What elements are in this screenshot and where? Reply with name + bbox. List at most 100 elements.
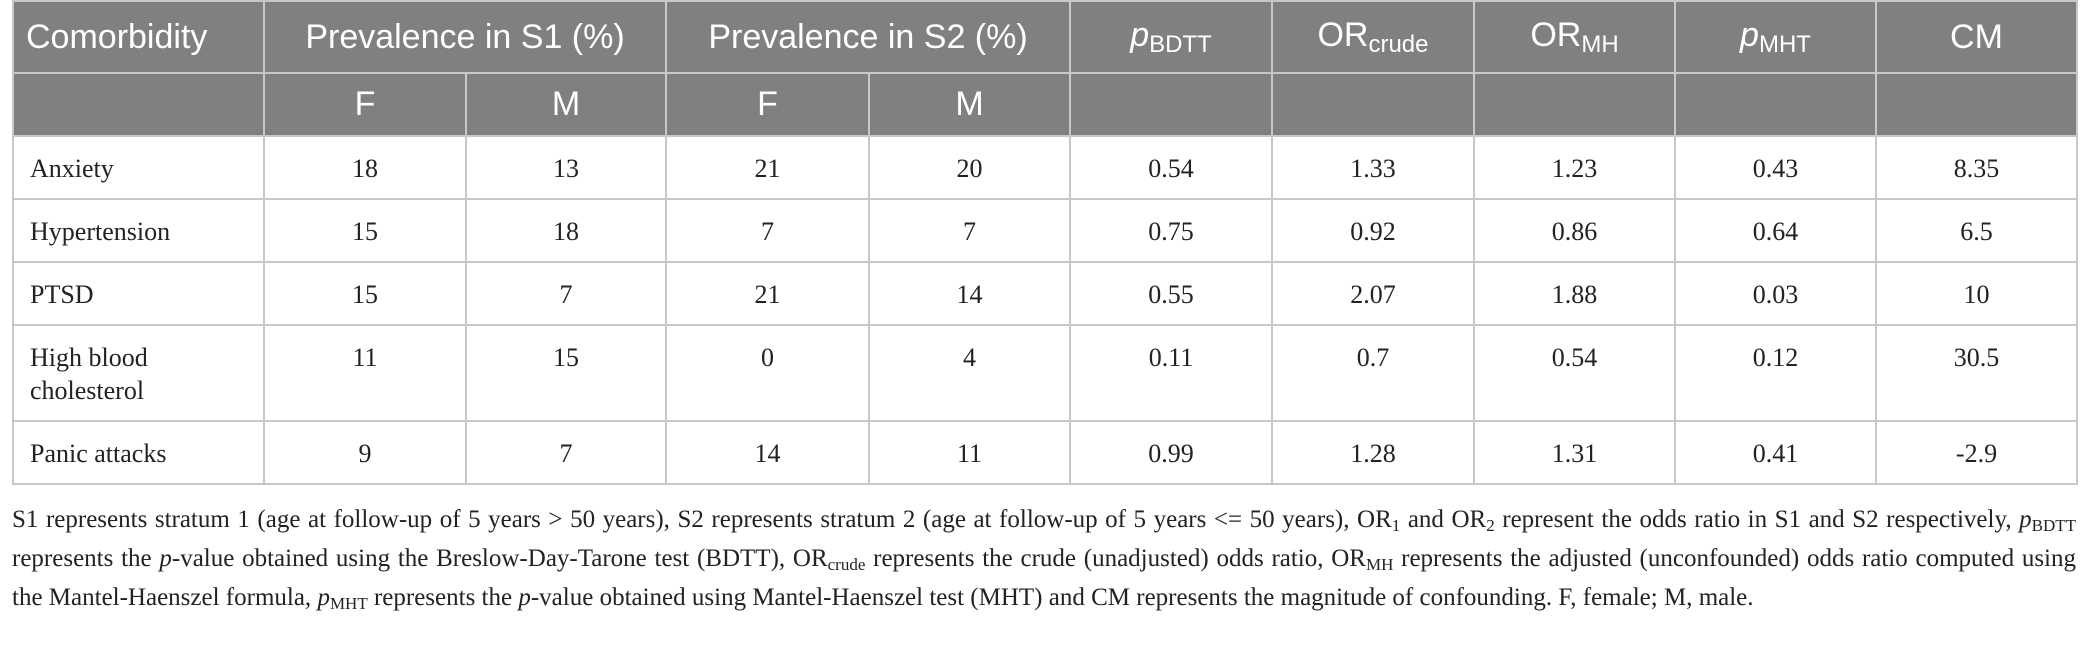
table-cell: 8.35 [1875, 135, 2078, 200]
header-cell: pBDTT [1069, 0, 1273, 74]
footnote-text: BDTT [2031, 516, 2077, 535]
footnote-text: 1 [1391, 516, 1401, 535]
table-cell: 21 [665, 261, 870, 326]
footnote-text: 2 [1486, 516, 1495, 535]
table-cell: 0.99 [1069, 420, 1273, 485]
table-cell: 0.7 [1271, 324, 1475, 422]
table-cell: 13 [465, 135, 667, 200]
footnote-text: p [2019, 506, 2032, 533]
footnote-text: represent the odds ratio in S1 and S2 re… [1494, 506, 2020, 533]
header-text: CM [1950, 17, 2003, 56]
header-cell: ORMH [1473, 0, 1676, 74]
table-cell: 21 [665, 135, 870, 200]
table-cell: 2.07 [1271, 261, 1475, 326]
data-table: Comorbidity Prevalence in S1 (%) Prevale… [12, 0, 2078, 485]
subheader-cell: M [868, 72, 1071, 137]
table-cell: 0.55 [1069, 261, 1273, 326]
table-cell: 18 [263, 135, 467, 200]
header-cell [1674, 72, 1877, 137]
footnote-text: crude [827, 555, 866, 574]
table-cell: 20 [868, 135, 1071, 200]
header-text: p [1740, 15, 1759, 54]
header-text: OR [1317, 15, 1369, 54]
table-cell: 1.23 [1473, 135, 1676, 200]
header-cell: Prevalence in S2 (%) [665, 0, 1071, 74]
footnote-text: -value obtained using Mantel-Haenszel te… [530, 584, 1754, 611]
table-cell: 15 [465, 324, 667, 422]
header-subscript: MH [1581, 30, 1619, 58]
table-cell: 18 [465, 198, 667, 263]
table-cell: 15 [263, 261, 467, 326]
table-cell: 0.75 [1069, 198, 1273, 263]
header-cell: CM [1875, 0, 2078, 74]
table-cell: 0.03 [1674, 261, 1877, 326]
header-cell [1271, 72, 1475, 137]
table-cell: 30.5 [1875, 324, 2078, 422]
table-cell: 0.92 [1271, 198, 1475, 263]
table-cell: 10 [1875, 261, 2078, 326]
table-cell: 0.86 [1473, 198, 1676, 263]
header-text: Comorbidity [26, 17, 208, 56]
header-subscript: crude [1368, 30, 1429, 58]
header-subscript: BDTT [1149, 30, 1212, 58]
table-cell: 1.33 [1271, 135, 1475, 200]
row-label: Anxiety [12, 135, 265, 200]
table-cell: 15 [263, 198, 467, 263]
table-body: Anxiety 18 13 21 20 0.54 1.33 1.23 0.43 8.35 Hyper… [12, 135, 2078, 485]
header-cell [1069, 72, 1273, 137]
footnote-text: S1 represents stratum 1 (age at follow-u… [12, 506, 1392, 533]
header-cell: ORcrude [1271, 0, 1475, 74]
table-cell: 11 [868, 420, 1071, 485]
table-cell: 0.41 [1674, 420, 1877, 485]
table-cell: 0.64 [1674, 198, 1877, 263]
table-cell: 11 [263, 324, 467, 422]
subheader-cell: F [263, 72, 467, 137]
footnote-text: p [159, 545, 172, 572]
subheader-cell: F [665, 72, 870, 137]
table-row: Panic attacks 9 7 14 11 0.99 1.28 1.31 0.41 -2.9 [12, 420, 2078, 485]
footnote-text: represents the [12, 545, 160, 572]
footnote-text: represents the [367, 584, 519, 611]
footnote-text: -value obtained using the Breslow-Day-Ta… [171, 545, 828, 572]
table-cell: 0.54 [1473, 324, 1676, 422]
table-cell: 1.28 [1271, 420, 1475, 485]
header-text: Prevalence in S2 (%) [708, 17, 1028, 56]
table-cell: 6.5 [1875, 198, 2078, 263]
footnote-text: p [518, 584, 531, 611]
row-label: Hypertension [12, 198, 265, 263]
table-cell: 7 [665, 198, 870, 263]
footnote-text: represents the crude (unadjusted) odds r… [865, 545, 1366, 572]
table-cell: 14 [665, 420, 870, 485]
header-cell: Comorbidity [12, 0, 265, 74]
table-row: PTSD 15 7 21 14 0.55 2.07 1.88 0.03 10 [12, 261, 2078, 326]
table-cell: 1.88 [1473, 261, 1676, 326]
footnote: S1 represents stratum 1 (age at follow-u… [12, 500, 2076, 617]
table-cell: 0.12 [1674, 324, 1877, 422]
footnote-text: and OR [1400, 506, 1487, 533]
row-label: High blood cholesterol [12, 324, 265, 422]
header-cell: pMHT [1674, 0, 1877, 74]
header-cell [1875, 72, 2078, 137]
table-row: Hypertension 15 18 7 7 0.75 0.92 0.86 0.64 6.5 [12, 198, 2078, 263]
table-cell: 1.31 [1473, 420, 1676, 485]
table-cell: 0.11 [1069, 324, 1273, 422]
header-text: OR [1530, 15, 1582, 54]
footnote-text: represents the adjusted (unconfounded) o… [12, 545, 2076, 611]
row-label: Panic attacks [12, 420, 265, 485]
table-cell: 0 [665, 324, 870, 422]
table-cell: 9 [263, 420, 467, 485]
table-row: High blood cholesterol 11 15 0 4 0.11 0.7 0.54 0… [12, 324, 2078, 422]
table-cell: 7 [465, 420, 667, 485]
row-label: PTSD [12, 261, 265, 326]
table-cell: 0.43 [1674, 135, 1877, 200]
footnote-text: p [317, 584, 330, 611]
footnote-text: MH [1365, 555, 1394, 574]
table-cell: -2.9 [1875, 420, 2078, 485]
table-cell: 0.54 [1069, 135, 1273, 200]
footnote-text: MHT [329, 594, 368, 613]
table-cell: 7 [868, 198, 1071, 263]
subheader-cell: M [465, 72, 667, 137]
header-cell [12, 72, 265, 137]
table-cell: 14 [868, 261, 1071, 326]
